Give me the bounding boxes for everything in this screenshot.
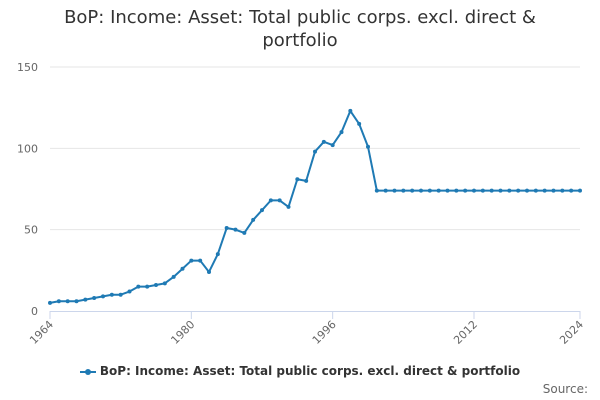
data-point (74, 299, 79, 304)
data-point (551, 188, 556, 193)
data-point (560, 188, 565, 193)
data-point (427, 188, 432, 193)
data-point (330, 143, 335, 148)
x-tick-label: 2012 (451, 318, 480, 347)
data-point (569, 188, 574, 193)
data-point (357, 121, 362, 126)
data-point (277, 198, 282, 203)
data-point (242, 230, 247, 235)
y-tick-label: 50 (24, 224, 38, 237)
data-point (392, 188, 397, 193)
data-point (162, 281, 167, 286)
x-tick-label: 1964 (27, 318, 56, 347)
data-point (578, 188, 582, 193)
data-point (127, 289, 132, 294)
data-point (65, 299, 70, 304)
data-point (268, 198, 273, 203)
data-point (366, 144, 370, 149)
data-point (454, 188, 459, 193)
legend-line-marker-icon (79, 367, 96, 377)
data-point (154, 282, 158, 287)
data-point (419, 188, 423, 193)
data-point (480, 188, 485, 193)
data-point (109, 292, 114, 297)
data-point (472, 188, 476, 193)
data-point (489, 188, 494, 193)
data-point (145, 284, 150, 289)
data-point (224, 226, 229, 231)
data-point (410, 188, 415, 193)
x-tick-label: 1980 (168, 318, 197, 347)
y-tick-label: 100 (17, 142, 38, 155)
x-tick-label: 2024 (557, 318, 586, 347)
data-point (286, 204, 291, 209)
chart-title: BoP: Income: Asset: Total public corps. … (64, 7, 536, 51)
y-tick-label: 0 (31, 305, 38, 318)
data-point (92, 295, 97, 300)
data-point (313, 149, 317, 154)
data-point (507, 188, 512, 193)
data-point (295, 177, 300, 182)
data-point (136, 284, 141, 289)
data-point (101, 294, 105, 299)
credits[interactable]: Source: (542, 382, 588, 396)
data-point (118, 292, 123, 297)
x-tick-label: 1996 (310, 318, 339, 347)
data-point (233, 227, 238, 232)
data-point (180, 266, 185, 271)
data-point (339, 130, 344, 135)
data-point (215, 252, 220, 257)
data-point (48, 300, 52, 305)
data-point (498, 188, 503, 193)
data-point (189, 258, 194, 263)
y-tick-label: 150 (17, 61, 38, 74)
data-point (198, 258, 203, 263)
data-point (445, 188, 450, 193)
data-point (207, 269, 211, 274)
series-line (49, 109, 580, 304)
data-point (525, 188, 529, 193)
data-point (533, 188, 538, 193)
data-point (401, 188, 406, 193)
data-point (304, 178, 309, 183)
data-point (463, 188, 468, 193)
data-point (83, 297, 88, 302)
legend[interactable]: BoP: Income: Asset: Total public corps. … (0, 364, 600, 378)
data-point (542, 188, 547, 193)
data-point (321, 139, 326, 144)
data-point (383, 188, 388, 193)
data-point (374, 188, 379, 193)
data-point (436, 188, 441, 193)
data-point (348, 108, 353, 113)
data-point (260, 208, 264, 213)
data-point (516, 188, 521, 193)
data-point (251, 217, 256, 222)
data-point (56, 299, 61, 304)
data-point (171, 274, 176, 279)
legend-label[interactable]: BoP: Income: Asset: Total public corps. … (99, 364, 521, 378)
